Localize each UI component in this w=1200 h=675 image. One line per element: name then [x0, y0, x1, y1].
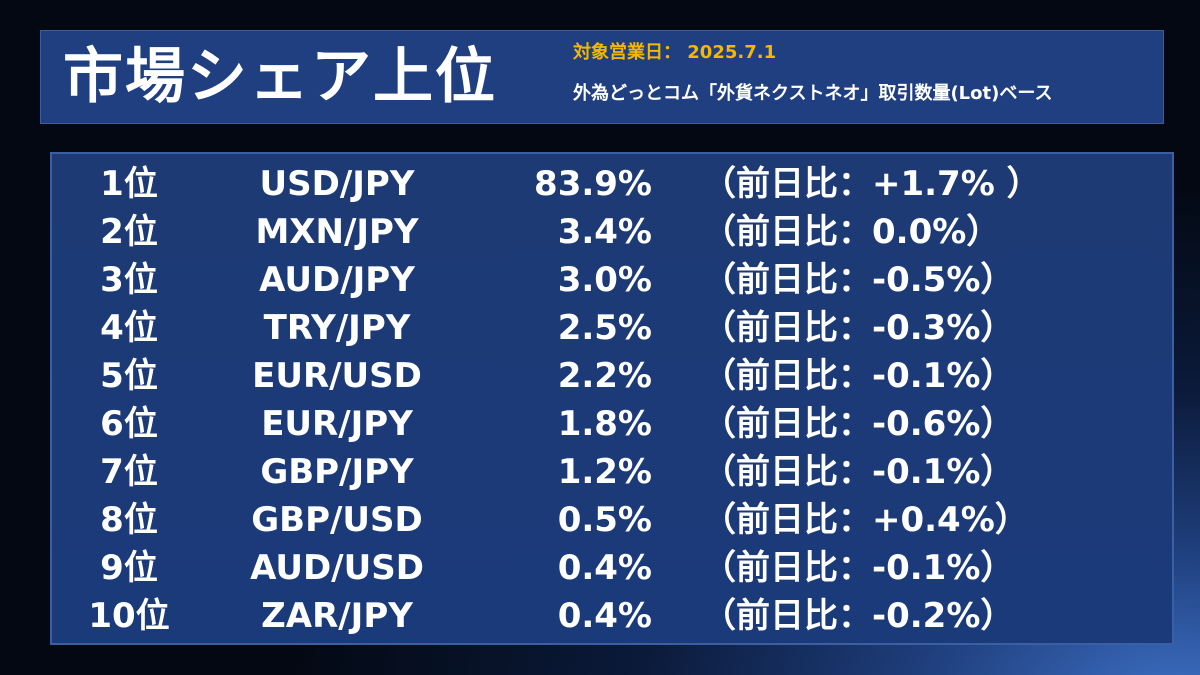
change-cell: （前日比：-0.2%）: [702, 596, 1015, 636]
ranking-table: 1位 USD/JPY 83.9% （前日比：+1.7% ） 2位 MXN/JPY…: [50, 152, 1174, 645]
change-cell: （前日比：-0.1%）: [702, 452, 1015, 492]
currency-pair-cell: GBP/USD: [251, 500, 423, 540]
ranking-row: 9位 AUD/USD 0.4% （前日比：-0.1%）: [52, 544, 1172, 592]
share-cell: 0.5%: [557, 500, 652, 540]
ranking-row: 4位 TRY/JPY 2.5% （前日比：-0.3%）: [52, 304, 1172, 352]
rank-cell: 5位: [100, 356, 158, 396]
change-cell: （前日比：-0.1%）: [702, 356, 1015, 396]
currency-pair-cell: AUD/USD: [250, 548, 424, 588]
share-cell: 0.4%: [557, 548, 652, 588]
share-cell: 1.8%: [557, 404, 652, 444]
currency-pair-cell: EUR/USD: [252, 356, 422, 396]
data-basis-note: 外為どっとコム「外貨ネクストネオ」取引数量(Lot)ベース: [573, 83, 1053, 104]
rank-cell: 7位: [100, 452, 158, 492]
share-cell: 3.0%: [557, 260, 652, 300]
share-cell: 83.9%: [534, 164, 652, 204]
currency-pair-cell: AUD/JPY: [259, 260, 415, 300]
currency-pair-cell: EUR/JPY: [261, 404, 413, 444]
share-cell: 1.2%: [557, 452, 652, 492]
rank-cell: 6位: [100, 404, 158, 444]
ranking-rows: 1位 USD/JPY 83.9% （前日比：+1.7% ） 2位 MXN/JPY…: [52, 160, 1172, 640]
ranking-row: 8位 GBP/USD 0.5% （前日比：+0.4%）: [52, 496, 1172, 544]
rank-cell: 10位: [88, 596, 170, 636]
change-cell: （前日比：-0.6%）: [702, 404, 1015, 444]
rank-cell: 2位: [100, 212, 158, 252]
change-cell: （前日比：-0.5%）: [702, 260, 1015, 300]
share-cell: 2.5%: [557, 308, 652, 348]
currency-pair-cell: ZAR/JPY: [261, 596, 413, 636]
share-cell: 0.4%: [557, 596, 652, 636]
ranking-row: 3位 AUD/JPY 3.0% （前日比：-0.5%）: [52, 256, 1172, 304]
currency-pair-cell: MXN/JPY: [255, 212, 419, 252]
change-cell: （前日比：+1.7% ）: [702, 164, 1041, 204]
rank-cell: 4位: [100, 308, 158, 348]
change-cell: （前日比：-0.3%）: [702, 308, 1015, 348]
ranking-row: 5位 EUR/USD 2.2% （前日比：-0.1%）: [52, 352, 1172, 400]
rank-cell: 1位: [100, 164, 158, 204]
share-cell: 2.2%: [557, 356, 652, 396]
rank-cell: 9位: [100, 548, 158, 588]
currency-pair-cell: TRY/JPY: [263, 308, 411, 348]
ranking-row: 1位 USD/JPY 83.9% （前日比：+1.7% ）: [52, 160, 1172, 208]
business-date: 対象営業日： 2025.7.1: [573, 42, 777, 63]
ranking-row: 2位 MXN/JPY 3.4% （前日比：0.0%）: [52, 208, 1172, 256]
share-cell: 3.4%: [557, 212, 652, 252]
currency-pair-cell: USD/JPY: [259, 164, 415, 204]
change-cell: （前日比：+0.4%）: [702, 500, 1029, 540]
change-cell: （前日比：-0.1%）: [702, 548, 1015, 588]
page-title: 市場シェア上位: [63, 42, 497, 112]
change-cell: （前日比：0.0%）: [702, 212, 1001, 252]
header-panel: 市場シェア上位 対象営業日： 2025.7.1 外為どっとコム「外貨ネクストネオ…: [40, 30, 1164, 124]
ranking-row: 7位 GBP/JPY 1.2% （前日比：-0.1%）: [52, 448, 1172, 496]
rank-cell: 8位: [100, 500, 158, 540]
ranking-row: 6位 EUR/JPY 1.8% （前日比：-0.6%）: [52, 400, 1172, 448]
ranking-row: 10位 ZAR/JPY 0.4% （前日比：-0.2%）: [52, 592, 1172, 640]
currency-pair-cell: GBP/JPY: [260, 452, 414, 492]
rank-cell: 3位: [100, 260, 158, 300]
